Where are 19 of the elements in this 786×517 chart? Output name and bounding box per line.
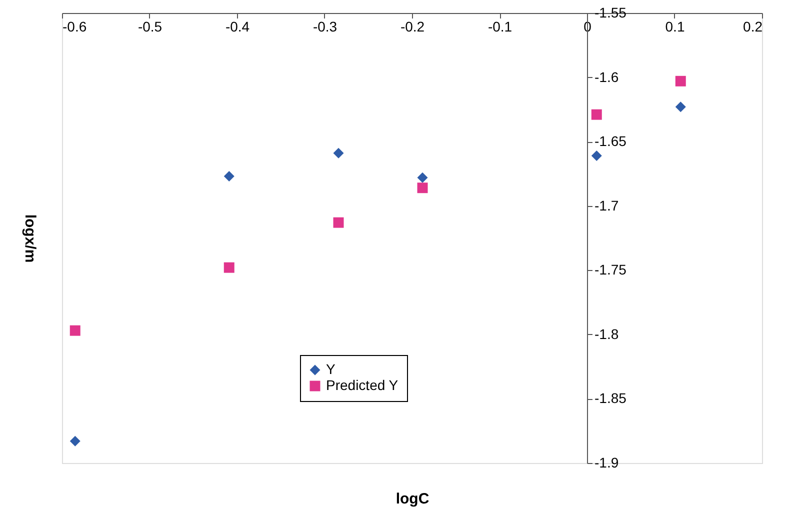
y-tick-label: -1.65 — [594, 133, 627, 150]
y-tick-label: -1.7 — [594, 197, 619, 214]
x-tick-label: 0.2 — [743, 18, 763, 34]
x-tick-label: -0.2 — [400, 18, 425, 34]
y-axis-title: logx/m — [22, 214, 38, 263]
y-tick-label: -1.8 — [594, 326, 619, 342]
x-tick-label: -0.3 — [312, 18, 338, 34]
y-tick-label: -1.85 — [594, 390, 627, 406]
legend-label: Y — [326, 361, 336, 377]
y-tick-label: -1.9 — [594, 454, 619, 470]
x-tick-label: -0.5 — [138, 18, 162, 34]
x-axis-title: logC — [396, 490, 430, 508]
x-tick-label: -0.4 — [225, 18, 250, 34]
y-tick-label: -1.75 — [594, 262, 627, 278]
x-tick-label: -0.6 — [62, 18, 87, 34]
x-tick-label: 0.1 — [665, 18, 685, 34]
legend-label: Predicted Y — [326, 377, 399, 393]
x-tick-label: -0.1 — [488, 18, 512, 34]
y-tick-label: -1.6 — [594, 68, 619, 85]
